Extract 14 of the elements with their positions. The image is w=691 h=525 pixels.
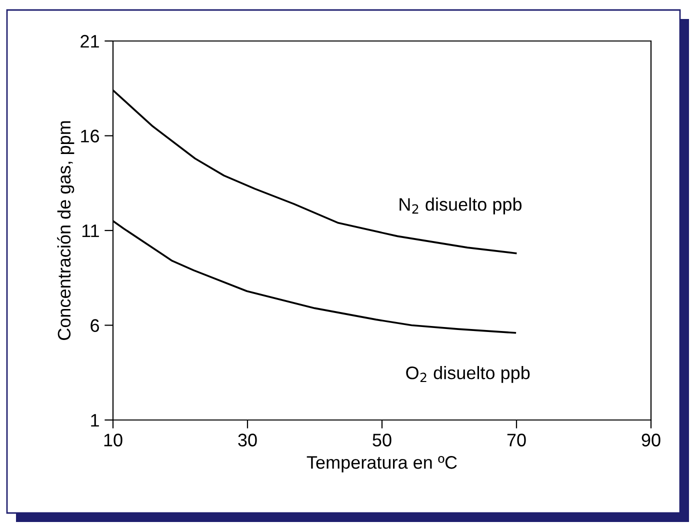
y-tick-label: 6 (90, 319, 100, 332)
x-axis-title: Temperatura en ºC (306, 456, 457, 472)
x-tick-label: 90 (642, 434, 660, 446)
series-label: N$_{2}$ disuelto ppb (400, 198, 522, 214)
y-tick-label: 11 (82, 224, 99, 238)
x-tick-label: 70 (507, 434, 526, 446)
y-axis-title: Concentración de gas, ppm (57, 121, 74, 340)
y-tick-label: 16 (81, 130, 100, 142)
x-tick-label: 30 (238, 434, 257, 446)
text: O$_{2}$ disuelto ppb (406, 366, 530, 383)
x-tick-label: 10 (104, 434, 122, 446)
y-tick-label: 21 (80, 34, 99, 48)
y-tick-label: 1 (91, 414, 99, 427)
x-tick-label: 50 (372, 434, 392, 446)
